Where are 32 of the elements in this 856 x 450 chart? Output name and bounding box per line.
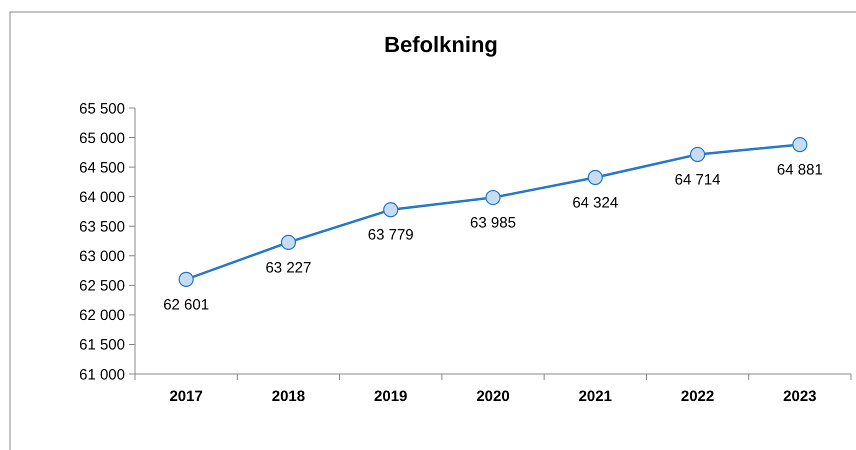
y-tick-label: 63 500: [79, 218, 125, 236]
text: 64 324: [572, 194, 618, 212]
point: [690, 146, 706, 162]
y-tick-label: 65 500: [79, 100, 125, 118]
x-tick-label: 2023: [783, 388, 817, 405]
x-tick-label: 2018: [272, 388, 306, 405]
x-tick-label: 2017: [169, 388, 203, 405]
x-tick-label: 2020: [476, 388, 510, 405]
text: 63 779: [368, 226, 414, 244]
y-tick-label: 62 500: [79, 278, 125, 295]
y-tick-label: 64 500: [79, 159, 125, 176]
text: 63 227: [265, 259, 312, 276]
x-tick-label: 2022: [680, 388, 714, 405]
point: [178, 272, 194, 287]
point: [792, 136, 808, 152]
chart-title: Befolkning: [384, 32, 498, 57]
text: 64 714: [674, 171, 721, 188]
point: [383, 202, 398, 218]
text: 63 985: [470, 214, 516, 232]
point: [485, 190, 501, 206]
y-tick-label: 64 000: [79, 188, 125, 206]
text: 62 601: [163, 296, 210, 314]
y-tick-label: 63 000: [79, 248, 125, 266]
text: 64 881: [776, 162, 823, 179]
x-tick-label: 2019: [374, 388, 408, 405]
point: [280, 234, 296, 250]
point: [588, 170, 603, 186]
y-tick-label: 62 000: [79, 307, 125, 324]
y-tick-label: 65 000: [79, 130, 125, 147]
y-tick-label: 61 500: [79, 336, 125, 354]
y-tick-label: 61 000: [79, 366, 125, 384]
x-tick-label: 2021: [578, 388, 612, 405]
